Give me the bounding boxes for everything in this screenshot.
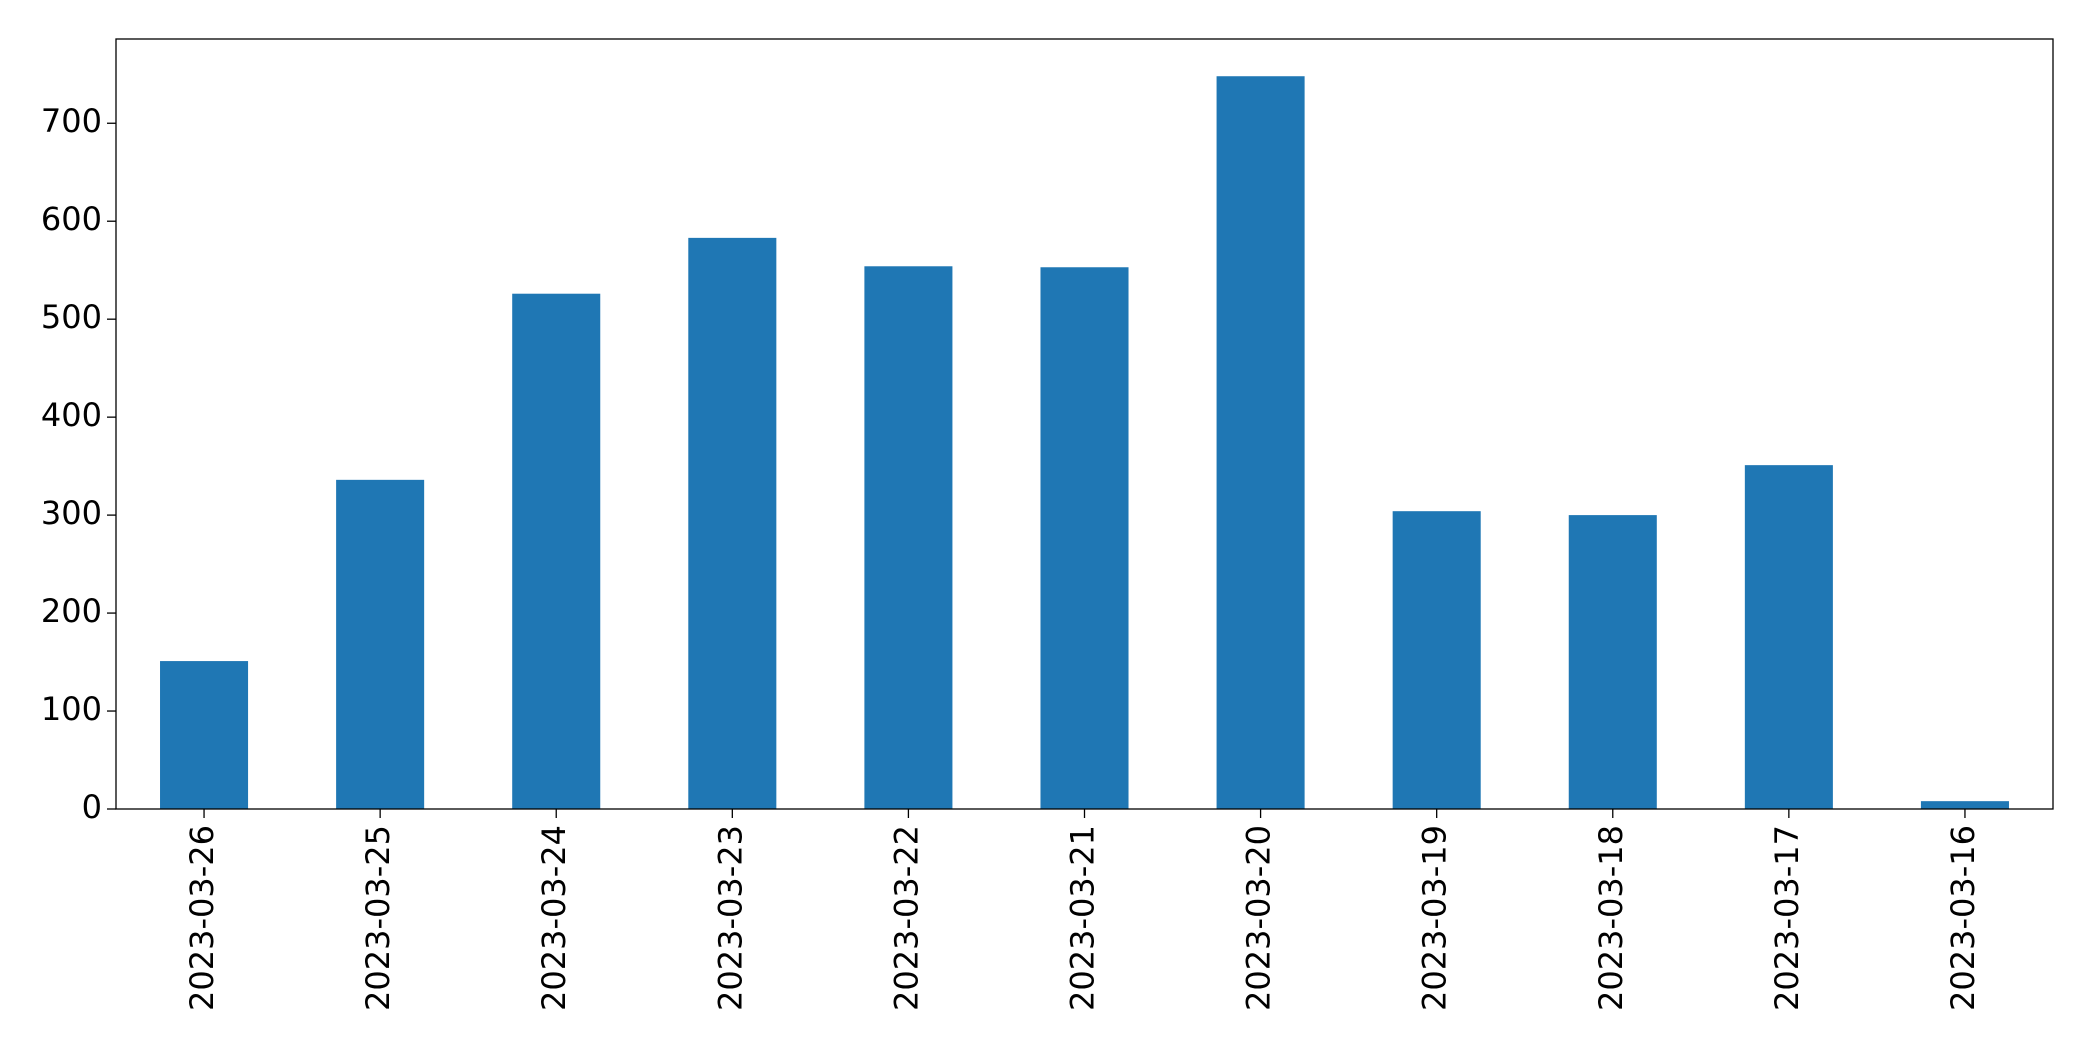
bar — [688, 237, 777, 810]
bar — [1392, 511, 1481, 809]
y-tick-label: 0 — [82, 788, 102, 826]
bar — [160, 661, 249, 809]
y-tick-label: 700 — [41, 102, 102, 140]
y-tick-label: 400 — [41, 396, 102, 434]
x-tick-label: 2023-03-26 — [183, 825, 221, 1011]
y-tick-label: 500 — [41, 298, 102, 336]
x-tick-label: 2023-03-22 — [887, 825, 925, 1011]
bar — [512, 293, 601, 809]
bar — [336, 479, 425, 809]
x-tick-label: 2023-03-17 — [1768, 825, 1806, 1011]
bar — [864, 266, 953, 809]
y-tick-label: 300 — [41, 494, 102, 532]
x-tick-label: 2023-03-20 — [1240, 825, 1278, 1011]
bar — [1040, 267, 1129, 810]
x-tick-label: 2023-03-21 — [1064, 825, 1102, 1011]
x-tick-label: 2023-03-18 — [1592, 825, 1630, 1011]
x-tick-label: 2023-03-24 — [535, 825, 573, 1011]
bar — [1744, 465, 1833, 809]
x-tick-label: 2023-03-16 — [1944, 825, 1982, 1011]
x-tick-label: 2023-03-25 — [359, 825, 397, 1011]
y-tick-label: 100 — [41, 690, 102, 728]
x-tick-label: 2023-03-23 — [711, 825, 749, 1011]
y-tick-label: 200 — [41, 592, 102, 630]
plot-frame — [115, 38, 2054, 810]
bar — [1568, 515, 1657, 809]
y-tick-label: 600 — [41, 200, 102, 238]
bar — [1216, 76, 1305, 810]
bar — [1920, 801, 2009, 809]
x-tick-label: 2023-03-19 — [1416, 825, 1454, 1011]
